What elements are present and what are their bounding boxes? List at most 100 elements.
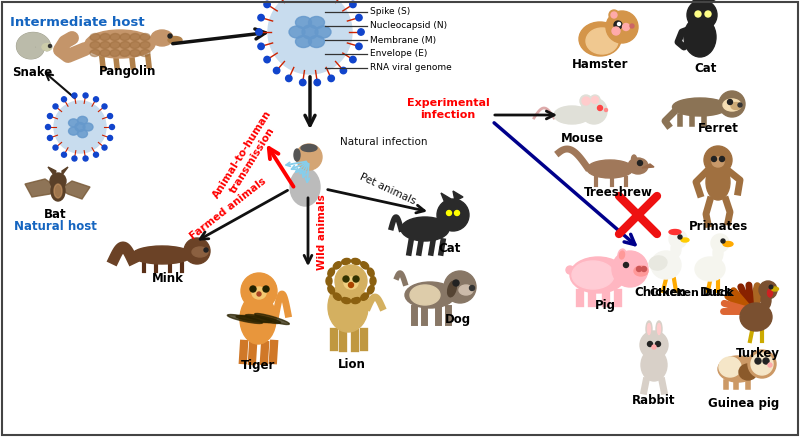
Ellipse shape	[328, 285, 334, 294]
Circle shape	[107, 114, 113, 118]
Circle shape	[748, 350, 776, 378]
Ellipse shape	[120, 42, 130, 49]
Ellipse shape	[554, 106, 590, 124]
Ellipse shape	[570, 257, 626, 293]
Ellipse shape	[328, 282, 368, 332]
Circle shape	[349, 282, 354, 288]
Ellipse shape	[656, 321, 662, 337]
Circle shape	[605, 108, 607, 111]
Circle shape	[102, 145, 107, 150]
Text: Lion: Lion	[338, 358, 366, 371]
Ellipse shape	[410, 285, 440, 305]
Ellipse shape	[301, 145, 317, 152]
Text: Wild animals: Wild animals	[317, 194, 327, 270]
Circle shape	[770, 285, 773, 289]
Ellipse shape	[54, 184, 62, 198]
Circle shape	[340, 67, 346, 74]
Text: Animal-to-human
transmission: Animal-to-human transmission	[211, 108, 283, 206]
Ellipse shape	[130, 42, 140, 49]
Text: Mouse: Mouse	[561, 132, 603, 146]
Circle shape	[669, 230, 687, 248]
Text: Tiger: Tiger	[241, 358, 275, 371]
Ellipse shape	[69, 119, 78, 127]
Circle shape	[256, 29, 262, 35]
Ellipse shape	[90, 34, 100, 41]
Circle shape	[590, 95, 600, 105]
Circle shape	[343, 276, 349, 282]
Ellipse shape	[723, 99, 741, 111]
Ellipse shape	[719, 357, 741, 377]
Ellipse shape	[294, 149, 300, 161]
Text: Mink: Mink	[152, 273, 184, 285]
Ellipse shape	[646, 321, 652, 337]
Circle shape	[705, 11, 711, 17]
Ellipse shape	[631, 155, 637, 163]
Circle shape	[582, 97, 590, 105]
Circle shape	[738, 103, 742, 107]
Circle shape	[358, 29, 364, 35]
Circle shape	[258, 43, 264, 49]
Ellipse shape	[236, 316, 272, 323]
Circle shape	[719, 91, 745, 117]
Circle shape	[768, 363, 772, 367]
Text: Spike (S): Spike (S)	[370, 7, 410, 17]
Circle shape	[107, 135, 113, 140]
Circle shape	[72, 93, 77, 98]
Ellipse shape	[132, 246, 192, 264]
Circle shape	[94, 152, 98, 157]
Circle shape	[444, 271, 476, 303]
Circle shape	[591, 97, 598, 104]
Ellipse shape	[83, 123, 93, 131]
Ellipse shape	[628, 158, 648, 174]
Text: Duck: Duck	[700, 287, 732, 299]
Ellipse shape	[227, 315, 262, 323]
Circle shape	[257, 292, 261, 296]
Ellipse shape	[100, 49, 110, 56]
Circle shape	[454, 211, 459, 215]
Ellipse shape	[246, 315, 281, 323]
Text: Pangolin: Pangolin	[99, 66, 157, 79]
Ellipse shape	[309, 35, 325, 48]
Circle shape	[356, 14, 362, 21]
Circle shape	[350, 1, 356, 7]
Circle shape	[622, 24, 630, 31]
Ellipse shape	[69, 127, 78, 135]
Ellipse shape	[459, 285, 473, 295]
Circle shape	[62, 152, 66, 157]
Ellipse shape	[370, 277, 376, 285]
Circle shape	[350, 56, 356, 63]
Ellipse shape	[51, 181, 65, 201]
Ellipse shape	[731, 103, 741, 110]
Ellipse shape	[767, 289, 773, 297]
Ellipse shape	[405, 282, 455, 308]
Polygon shape	[642, 164, 654, 168]
Text: Nucleocapsid (N): Nucleocapsid (N)	[370, 21, 447, 31]
Text: Intermediate host: Intermediate host	[10, 15, 145, 28]
Circle shape	[695, 11, 701, 17]
Polygon shape	[441, 193, 451, 203]
Circle shape	[335, 265, 367, 297]
Ellipse shape	[326, 277, 332, 285]
Text: Rabbit: Rabbit	[632, 395, 676, 407]
Ellipse shape	[42, 44, 52, 51]
Circle shape	[652, 345, 656, 349]
Circle shape	[299, 79, 306, 86]
Circle shape	[446, 211, 451, 215]
Circle shape	[611, 12, 617, 18]
Ellipse shape	[309, 17, 325, 28]
Ellipse shape	[120, 49, 130, 56]
Ellipse shape	[740, 303, 772, 331]
Text: Experimental
infection: Experimental infection	[406, 98, 490, 120]
Text: Bat: Bat	[44, 208, 66, 222]
Circle shape	[49, 45, 51, 48]
Text: Pig: Pig	[594, 298, 615, 312]
Ellipse shape	[684, 17, 716, 57]
Ellipse shape	[78, 130, 87, 138]
Text: Turkey: Turkey	[736, 347, 780, 360]
Text: Hamster: Hamster	[572, 59, 628, 72]
Circle shape	[47, 135, 53, 140]
Ellipse shape	[739, 364, 757, 380]
Ellipse shape	[90, 49, 100, 56]
Circle shape	[46, 125, 50, 129]
Circle shape	[264, 56, 270, 63]
